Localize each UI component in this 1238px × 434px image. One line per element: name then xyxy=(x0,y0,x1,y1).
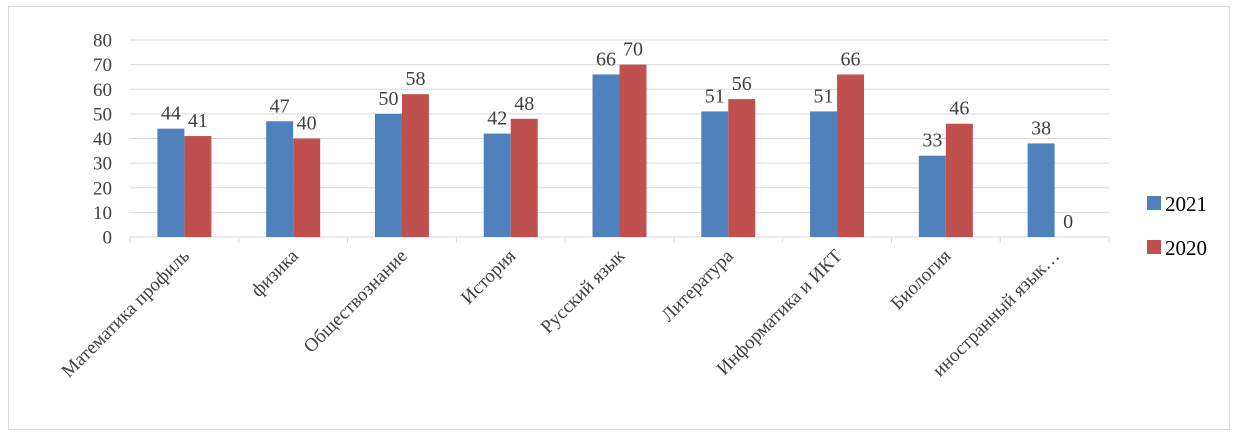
y-tick-label: 10 xyxy=(93,203,112,224)
bar-2020 xyxy=(401,94,429,237)
x-tick-label: физика xyxy=(247,245,303,301)
data-label: 46 xyxy=(949,98,969,120)
data-label: 58 xyxy=(405,68,425,90)
data-label: 0 xyxy=(1063,211,1073,233)
bar-2020 xyxy=(184,136,212,237)
y-axis: 0 10 20 30 40 50 60 70 80 xyxy=(93,31,112,249)
data-label: 44 xyxy=(161,103,181,125)
data-label: 42 xyxy=(487,108,507,130)
legend-swatch xyxy=(1147,240,1161,254)
data-labels: 44 41 47 40 50 58 42 48 66 70 51 56 51 66 33 46 38 0 xyxy=(161,39,1073,233)
data-label: 66 xyxy=(841,48,861,70)
bar-2020 xyxy=(837,74,865,237)
y-tick-label: 80 xyxy=(93,31,112,52)
bar-2020 xyxy=(510,118,538,237)
y-tick-label: 0 xyxy=(103,228,113,249)
data-label: 51 xyxy=(814,85,834,107)
legend: 2021 2020 xyxy=(1147,192,1207,260)
bar-2021 xyxy=(592,74,620,237)
data-label: 70 xyxy=(623,39,643,61)
data-label: 47 xyxy=(270,95,290,117)
bar-2021 xyxy=(810,111,838,237)
bar-2020 xyxy=(619,64,647,237)
data-label: 41 xyxy=(188,110,208,132)
bar-2021 xyxy=(701,111,729,237)
y-tick-label: 60 xyxy=(93,80,112,101)
data-label: 48 xyxy=(514,93,534,115)
bar-2021 xyxy=(918,155,946,237)
y-tick-label: 20 xyxy=(93,178,112,199)
bar-2020 xyxy=(293,138,321,237)
data-label: 56 xyxy=(732,73,752,95)
y-tick-label: 50 xyxy=(93,104,112,125)
data-label: 40 xyxy=(297,113,317,135)
bar-2021 xyxy=(483,133,511,237)
legend-label: 2021 xyxy=(1165,192,1207,216)
x-tick-label: Литература xyxy=(657,245,738,326)
x-tick-label: История xyxy=(457,246,520,309)
x-tick-label: Обществознание xyxy=(300,246,412,358)
x-tick-label: Русский язык xyxy=(537,245,630,338)
bar-2021 xyxy=(157,128,185,237)
data-label: 33 xyxy=(922,130,942,152)
bar-2021 xyxy=(374,113,402,237)
legend-swatch xyxy=(1147,196,1161,210)
x-tick-label: Биология xyxy=(887,246,956,315)
bar-2020 xyxy=(945,123,973,237)
bars xyxy=(157,64,1055,237)
x-tick-label: Математика профиль xyxy=(58,245,195,382)
legend-label: 2020 xyxy=(1165,236,1207,260)
data-label: 66 xyxy=(596,48,616,70)
bar-2021 xyxy=(266,121,294,237)
y-tick-label: 70 xyxy=(93,55,112,76)
bar-2020 xyxy=(728,99,756,237)
data-label: 38 xyxy=(1031,117,1051,139)
x-tick-label: Информатика и ИКТ xyxy=(713,245,847,379)
data-label: 50 xyxy=(378,88,398,110)
y-tick-label: 30 xyxy=(93,154,112,175)
bar-2021 xyxy=(1027,143,1055,237)
data-label: 51 xyxy=(705,85,725,107)
y-tick-label: 40 xyxy=(93,129,112,150)
